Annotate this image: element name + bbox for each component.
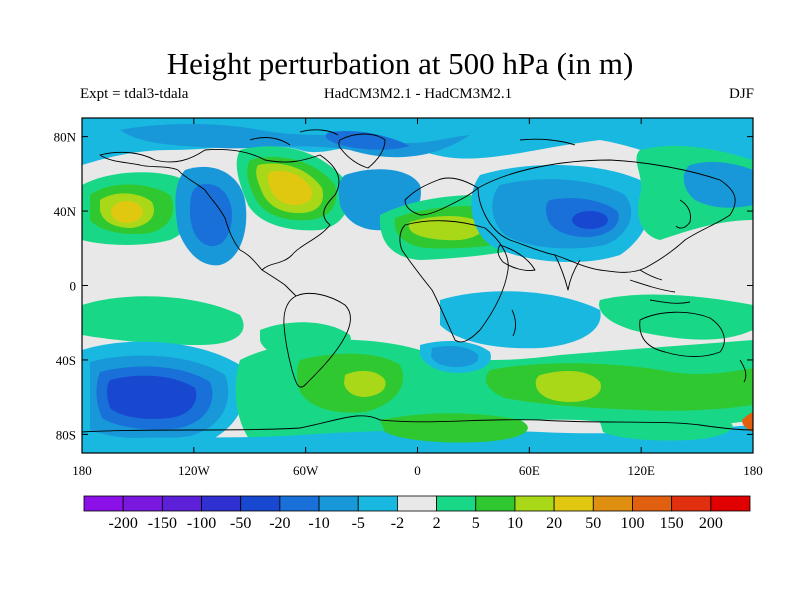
coastline-india xyxy=(554,254,581,291)
coastline-europe xyxy=(404,177,479,216)
coastline-madagascar xyxy=(511,309,516,337)
colorbar-swatch xyxy=(357,495,398,512)
colorbar-label: 5 xyxy=(472,515,480,532)
lat-label: 0 xyxy=(70,279,77,294)
lat-label: 80N xyxy=(54,130,77,145)
model-label: HadCM3M2.1 - HadCM3M2.1 xyxy=(323,86,513,102)
colorbar-label: 20 xyxy=(546,515,562,532)
north-africa-positive-inner xyxy=(408,216,483,241)
lon-label: 120W xyxy=(178,463,211,478)
colorbar-swatch xyxy=(475,495,516,512)
colorbar-swatch xyxy=(436,495,477,512)
colorbar-label: 200 xyxy=(699,515,723,532)
lat-tick-marks xyxy=(82,136,753,435)
season-label: DJF xyxy=(728,86,754,102)
colorbar-label: -5 xyxy=(352,515,365,532)
lat-label: 40N xyxy=(54,204,77,219)
coastline-arabia xyxy=(497,244,536,271)
map-frame xyxy=(81,117,754,454)
coastline-north-america xyxy=(99,149,340,271)
canada-positive-core xyxy=(268,170,313,205)
lon-label: 0 xyxy=(414,463,421,478)
map-panel xyxy=(82,118,753,453)
coastline-greenland xyxy=(338,133,386,169)
colorbar-swatch xyxy=(122,495,163,512)
colorbar-swatch xyxy=(553,495,594,512)
lat-label: 80S xyxy=(56,427,76,442)
northeast-pacific-negative-inner xyxy=(190,184,232,247)
indian-ocean-negative xyxy=(440,291,601,349)
south-atlantic-positive-inner xyxy=(344,370,386,397)
colorbar-label: 100 xyxy=(620,515,644,532)
lon-axis-labels: 180 120W 60W 0 60E 120E 180 xyxy=(72,463,763,478)
coastline-asia xyxy=(477,159,736,273)
antarctic-positive xyxy=(380,413,528,443)
greenland-negative-contour xyxy=(325,130,410,150)
colorbar-swatch xyxy=(161,495,202,512)
colorbar-swatch xyxy=(397,495,437,512)
experiment-label: Expt = tdal3-tdala xyxy=(80,86,189,102)
colorbar-labels: -200 -150 -100 -50 -20 -10 -5 -2 2 5 10 20 50 100 150 2… xyxy=(109,515,723,532)
colorbar-label: 2 xyxy=(433,515,441,532)
colorbar-swatch xyxy=(83,495,124,512)
colorbar-label: 50 xyxy=(585,515,601,532)
coastline-arctic-islands xyxy=(249,129,576,146)
lat-label: 40S xyxy=(56,353,76,368)
south-indian-negative-inner xyxy=(431,346,479,367)
lat-axis-labels: 80N 40N 0 40S 80S xyxy=(54,130,77,443)
chart-title: Height perturbation at 500 hPa (in m) xyxy=(166,46,634,81)
colorbar-label: 150 xyxy=(660,515,684,532)
east-antarctic-positive-edge xyxy=(742,412,753,432)
coastline-antarctica xyxy=(82,415,753,433)
colorbar-swatch xyxy=(201,495,242,512)
central-asia-negative-core xyxy=(572,211,608,229)
north-pacific-positive-core xyxy=(111,201,143,223)
south-pacific-negative-core xyxy=(107,375,197,419)
colorbar-swatch xyxy=(240,495,281,512)
colorbar-label: -200 xyxy=(109,515,138,532)
coastlines xyxy=(82,129,753,433)
colorbar-swatch xyxy=(632,495,673,512)
lon-label: 60W xyxy=(293,463,319,478)
colorbar-swatch xyxy=(671,495,712,512)
anomaly-contours xyxy=(82,118,753,453)
lon-label: 60E xyxy=(519,463,540,478)
coastline-new-zealand xyxy=(739,359,747,383)
tropical-pacific-positive xyxy=(82,296,244,345)
coastline-central-america xyxy=(261,269,297,297)
colorbar-swatch xyxy=(279,495,320,512)
coastline-maritime-continent xyxy=(629,269,691,304)
coastline-japan xyxy=(675,199,691,229)
coastline-africa xyxy=(399,220,509,343)
colorbar-label: 10 xyxy=(507,515,523,532)
coastline-australia xyxy=(639,311,725,357)
lon-tick-marks xyxy=(82,118,753,453)
northwest-pacific-negative xyxy=(683,162,753,208)
south-indian-positive xyxy=(599,294,753,340)
colorbar xyxy=(83,495,751,512)
colorbar-swatch xyxy=(318,495,359,512)
colorbar-label: -20 xyxy=(269,515,290,532)
colorbar-label: -100 xyxy=(187,515,216,532)
lon-label: 180 xyxy=(72,463,92,478)
colorbar-label: -50 xyxy=(230,515,251,532)
colorbar-swatch xyxy=(592,495,633,512)
colorbar-label: -2 xyxy=(391,515,404,532)
coastline-south-america xyxy=(283,293,351,388)
colorbar-label: -10 xyxy=(308,515,329,532)
colorbar-label: -150 xyxy=(148,515,177,532)
colorbar-swatch xyxy=(710,495,751,512)
southern-ocean-positive-inner xyxy=(535,370,601,402)
lon-label: 120E xyxy=(627,463,655,478)
colorbar-swatch xyxy=(514,495,555,512)
east-pacific-antarctic-positive xyxy=(600,416,733,441)
lon-label: 180 xyxy=(743,463,763,478)
